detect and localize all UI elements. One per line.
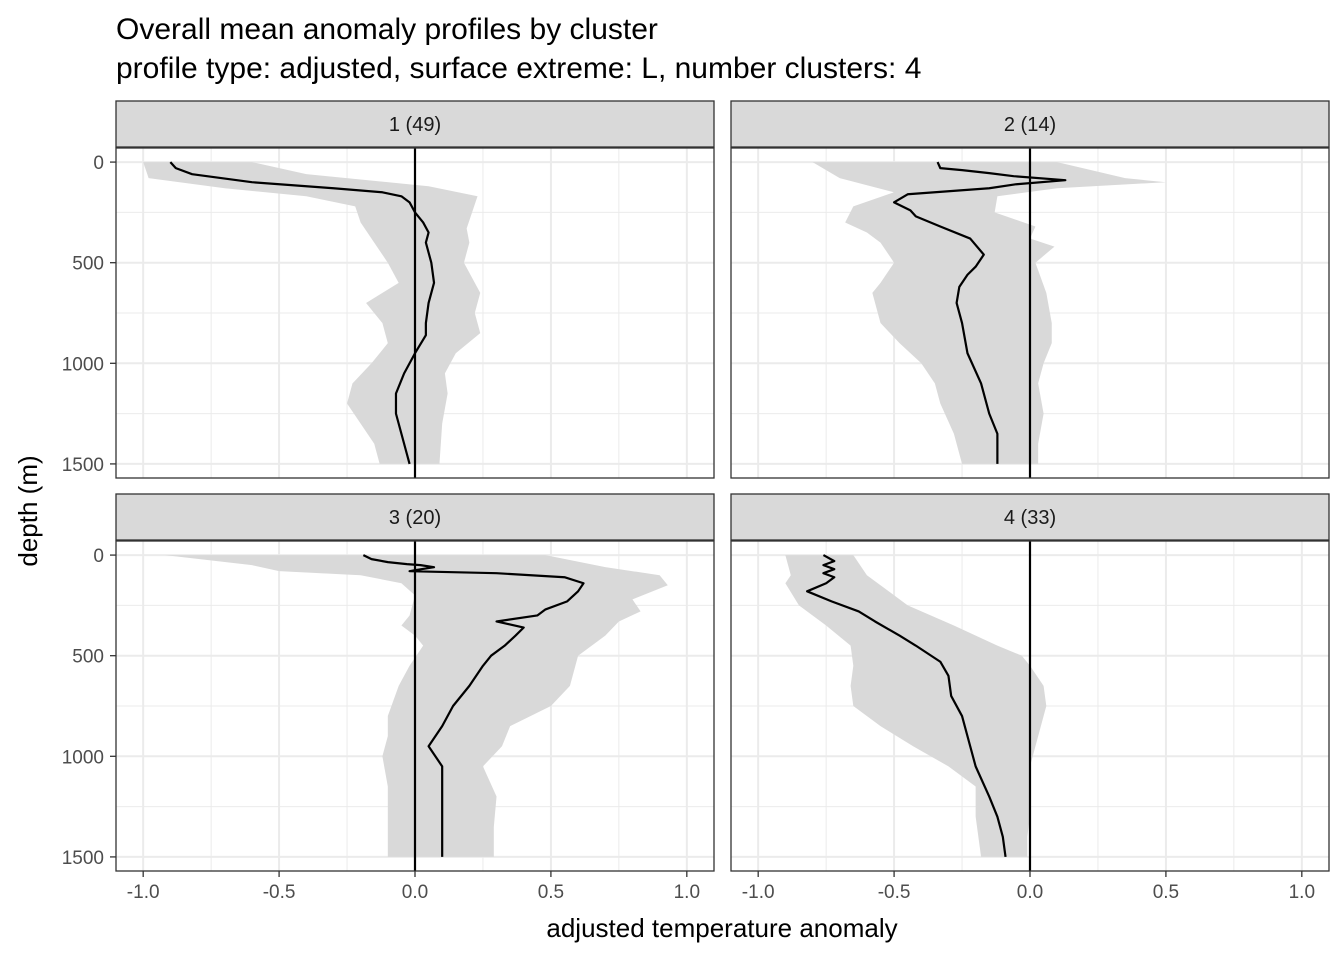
facet-panels: 1 (49) 0 500 1000 1500 2 (14) 3 (20) 0 500 1000 15…	[62, 100, 1330, 903]
mean-profile-line	[806, 554, 1007, 858]
y-tick-label: 0	[93, 546, 104, 567]
mean-profile-line	[892, 161, 1067, 464]
mean-profile-line	[362, 554, 585, 857]
y-tick-label: 1500	[62, 848, 104, 869]
facet-strip	[730, 100, 1330, 148]
anomaly-ribbon	[812, 162, 1166, 464]
y-tick-label: 1000	[62, 747, 104, 768]
x-tick-label: -1.0	[127, 882, 160, 903]
anomaly-ribbon	[164, 555, 668, 857]
y-tick-label: 1000	[62, 354, 104, 375]
facet-strip-label: 1 (49)	[389, 114, 441, 136]
y-tick-label: 500	[72, 647, 104, 668]
x-axis-label: adjusted temperature anomaly	[546, 913, 897, 943]
facet-panel-4: 4 (33) -1.0 -0.5 0.0 0.5 1.0	[730, 493, 1330, 903]
x-tick-label: 0.5	[538, 882, 564, 903]
facet-panel-1: 1 (49) 0 500 1000 1500	[62, 100, 715, 479]
x-tick-label: 0.0	[402, 882, 428, 903]
facet-strip-label: 2 (14)	[1004, 114, 1056, 136]
facet-strip	[115, 100, 715, 148]
facet-strip-label: 4 (33)	[1004, 507, 1056, 529]
panel-border	[730, 147, 1330, 479]
x-tick-label: 0.0	[1017, 882, 1043, 903]
panel-border	[115, 147, 715, 479]
facet-panel-3: 3 (20) 0 500 1000 1500 -1.0 -0.5 0.0 0.5 1.0	[62, 493, 715, 903]
facet-panel-2: 2 (14)	[730, 100, 1330, 479]
mean-profile-line	[169, 161, 436, 465]
anomaly-ribbon	[143, 162, 481, 464]
x-tick-label: 0.5	[1153, 882, 1179, 903]
facet-strip	[730, 493, 1330, 541]
y-tick-label: 1500	[62, 455, 104, 476]
chart-subtitle: profile type: adjusted, surface extreme:…	[116, 52, 921, 85]
y-tick-label: 0	[93, 153, 104, 174]
x-tick-label: 1.0	[1289, 882, 1315, 903]
anomaly-ribbon	[785, 555, 1047, 857]
y-tick-label: 500	[72, 254, 104, 275]
facet-strip	[115, 493, 715, 541]
chart-title: Overall mean anomaly profiles by cluster	[116, 13, 658, 46]
y-axis-label: depth (m)	[13, 455, 43, 566]
x-tick-label: -1.0	[742, 882, 775, 903]
x-tick-label: -0.5	[263, 882, 296, 903]
x-tick-label: 1.0	[674, 882, 700, 903]
x-tick-label: -0.5	[878, 882, 911, 903]
facet-strip-label: 3 (20)	[389, 507, 441, 529]
